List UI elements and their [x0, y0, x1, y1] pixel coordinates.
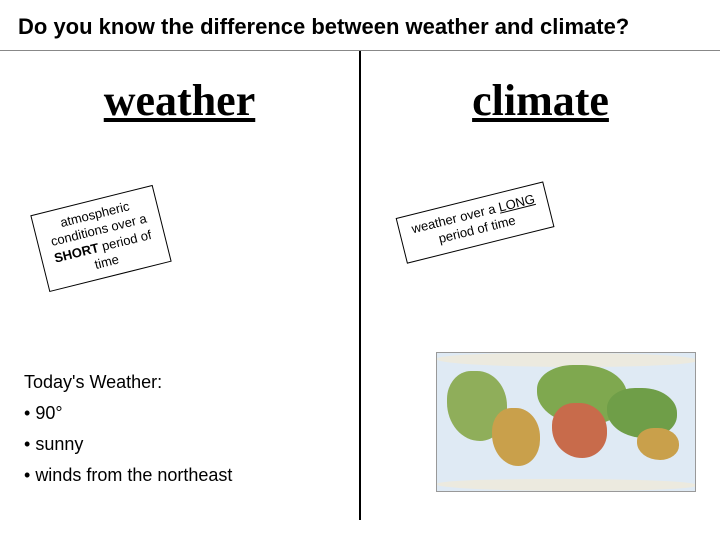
weather-callout: atmospheric conditions over a SHORT peri… — [30, 185, 171, 292]
today-weather-block: Today's Weather: 90° sunny winds from th… — [24, 372, 232, 496]
today-item: sunny — [24, 434, 232, 455]
slide-title: Do you know the difference between weath… — [0, 0, 720, 50]
world-climate-map — [436, 352, 696, 492]
climate-column: climate weather over a LONG period of ti… — [361, 51, 720, 520]
slide: Do you know the difference between weath… — [0, 0, 720, 540]
today-heading: Today's Weather: — [24, 372, 232, 393]
weather-heading: weather — [24, 75, 335, 126]
content-area: weather atmospheric conditions over a SH… — [0, 50, 720, 520]
weather-column: weather atmospheric conditions over a SH… — [0, 51, 361, 520]
callout-line: period of time — [437, 213, 517, 247]
today-item: 90° — [24, 403, 232, 424]
today-list: 90° sunny winds from the northeast — [24, 403, 232, 486]
today-item: winds from the northeast — [24, 465, 232, 486]
climate-callout: weather over a LONG period of time — [396, 181, 555, 263]
climate-heading: climate — [385, 75, 696, 126]
callout-underline: LONG — [497, 191, 536, 214]
